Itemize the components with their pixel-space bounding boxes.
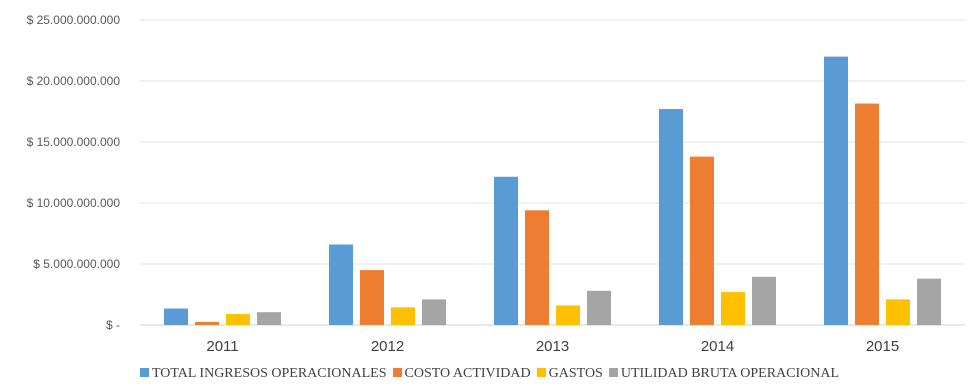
x-tick-label: 2013: [536, 338, 569, 355]
bar-costo-actividad-2014: [690, 156, 714, 325]
x-tick-label: 2011: [206, 338, 238, 355]
bar-utilidad-bruta-operacional-2012: [422, 299, 446, 325]
bar-gastos-2014: [721, 292, 745, 325]
x-axis: 2011 2012 2013 2014 2015: [206, 338, 899, 355]
legend-swatch: [139, 368, 149, 377]
bar-costo-actividad-2012: [360, 270, 384, 325]
y-tick-label: $ 15.000.000.000: [27, 135, 121, 149]
x-tick-label: 2015: [866, 338, 899, 355]
y-tick-label: $ 20.000.000.000: [27, 74, 121, 88]
bar-gastos-2013: [556, 305, 580, 325]
bar-total-ingresos-operacionales-2014: [659, 109, 683, 325]
y-axis: $ - $ 5.000.000.000 $ 10.000.000.000 $ 15.0…: [27, 13, 121, 332]
bar-costo-actividad-2015: [855, 103, 879, 325]
legend-swatch: [608, 368, 618, 377]
legend: TOTAL INGRESOS OPERACIONALES COSTO ACTIVI…: [0, 366, 979, 382]
legend-swatch: [392, 368, 402, 377]
y-tick-label: $ -: [106, 318, 120, 332]
bar-utilidad-bruta-operacional-2014: [752, 276, 776, 325]
x-tick-label: 2012: [371, 338, 404, 355]
legend-item: GASTOS: [536, 366, 603, 382]
bar-total-ingresos-operacionales-2015: [824, 56, 848, 325]
bar-utilidad-bruta-operacional-2015: [917, 278, 941, 325]
legend-label: TOTAL INGRESOS OPERACIONALES: [151, 366, 387, 381]
bar-utilidad-bruta-operacional-2011: [257, 312, 281, 325]
y-tick-label: $ 25.000.000.000: [27, 13, 121, 27]
bars: [164, 56, 941, 325]
bar-total-ingresos-operacionales-2011: [164, 308, 188, 325]
bar-total-ingresos-operacionales-2013: [494, 176, 518, 325]
bar-costo-actividad-2013: [525, 210, 549, 325]
legend-swatch: [536, 368, 546, 377]
x-tick-label: 2014: [701, 338, 734, 355]
y-tick-label: $ 5.000.000.000: [33, 257, 120, 271]
bar-gastos-2012: [391, 307, 415, 325]
legend-item: TOTAL INGRESOS OPERACIONALES: [139, 366, 387, 382]
bar-gastos-2015: [886, 299, 910, 325]
bar-utilidad-bruta-operacional-2013: [587, 290, 611, 325]
legend-label: GASTOS: [548, 366, 603, 381]
legend-label: COSTO ACTIVIDAD: [404, 366, 531, 381]
legend-item: UTILIDAD BRUTA OPERACIONAL: [608, 366, 840, 382]
bar-costo-actividad-2011: [195, 321, 219, 325]
legend-label: UTILIDAD BRUTA OPERACIONAL: [620, 366, 840, 381]
bar-gastos-2011: [226, 314, 250, 325]
legend-item: COSTO ACTIVIDAD: [392, 366, 531, 382]
y-tick-label: $ 10.000.000.000: [27, 196, 121, 210]
bar-total-ingresos-operacionales-2012: [329, 244, 353, 325]
